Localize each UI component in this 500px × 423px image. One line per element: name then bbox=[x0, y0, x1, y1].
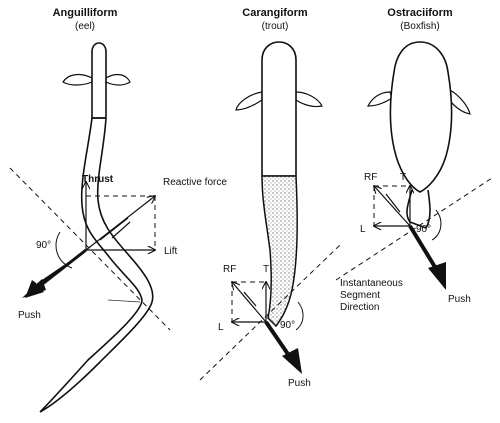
boxfish-body bbox=[367, 41, 471, 229]
carangiform-title: Carangiform bbox=[242, 7, 308, 19]
eel-angle-arc bbox=[55, 231, 73, 269]
eel-reactive-arrow bbox=[85, 196, 155, 251]
ostraciiform-title: Ostraciiform bbox=[387, 7, 453, 19]
anguilliform-subtitle: (eel) bbox=[75, 21, 95, 32]
eel-head bbox=[91, 42, 107, 119]
ostraciiform-subtitle: (Boxfish) bbox=[400, 21, 439, 32]
segment-direction-line3: Direction bbox=[340, 302, 379, 313]
boxfish-tail bbox=[406, 189, 431, 229]
eel-angle-label: 90° bbox=[36, 240, 51, 251]
boxfish-angle-label: 90° bbox=[416, 224, 431, 235]
trout-push-arrow bbox=[282, 348, 302, 374]
eel-force-vectors bbox=[22, 182, 155, 298]
carangiform-panel: Carangiform (trout) RF T L 90° Push Inst… bbox=[199, 7, 403, 389]
boxfish-l-label: L bbox=[360, 224, 366, 235]
boxfish-force-vectors bbox=[374, 186, 446, 290]
carangiform-subtitle: (trout) bbox=[262, 21, 289, 32]
anguilliform-panel: Anguilliform (eel) bbox=[9, 7, 227, 413]
boxfish-body-shape bbox=[389, 41, 453, 193]
boxfish-rf-label: RF bbox=[364, 172, 377, 183]
trout-tail bbox=[261, 175, 298, 328]
ostraciiform-panel: Ostraciiform (Boxfish) RF T L 90° Push bbox=[335, 7, 493, 305]
eel-left-fin bbox=[62, 73, 93, 86]
trout-left-fin bbox=[235, 91, 263, 111]
anguilliform-title: Anguilliform bbox=[53, 7, 118, 19]
segment-direction-line1: Instantaneous bbox=[340, 278, 403, 289]
trout-front bbox=[261, 41, 297, 177]
eel-thrust-label: Thrust bbox=[82, 174, 114, 185]
boxfish-rf-arrow bbox=[374, 186, 411, 227]
eel-right-fin bbox=[105, 73, 131, 86]
trout-segment-line bbox=[199, 244, 341, 381]
boxfish-push-label: Push bbox=[448, 294, 471, 305]
eel-tail bbox=[39, 117, 154, 413]
trout-push-label: Push bbox=[288, 378, 311, 389]
segment-direction-line2: Segment bbox=[340, 290, 380, 301]
trout-t-label: T bbox=[263, 264, 269, 275]
eel-body bbox=[39, 42, 154, 413]
trout-angle-arc bbox=[295, 301, 304, 331]
boxfish-t-label: T bbox=[400, 172, 406, 183]
trout-l-label: L bbox=[218, 322, 224, 333]
trout-force-vectors bbox=[232, 282, 304, 374]
trout-rf-label: RF bbox=[223, 264, 236, 275]
eel-push-label: Push bbox=[18, 310, 41, 321]
boxfish-left-fin bbox=[367, 91, 393, 107]
eel-segment-line bbox=[9, 167, 171, 331]
eel-lift-label: Lift bbox=[164, 246, 178, 257]
boxfish-angle-arc bbox=[431, 209, 442, 241]
trout-rf-arrow bbox=[232, 282, 267, 323]
trout-right-fin bbox=[295, 91, 323, 108]
boxfish-push-arrow bbox=[428, 262, 446, 290]
trout-body bbox=[235, 41, 323, 328]
trout-angle-label: 90° bbox=[280, 320, 295, 331]
eel-reactive-label: Reactive force bbox=[163, 177, 227, 188]
